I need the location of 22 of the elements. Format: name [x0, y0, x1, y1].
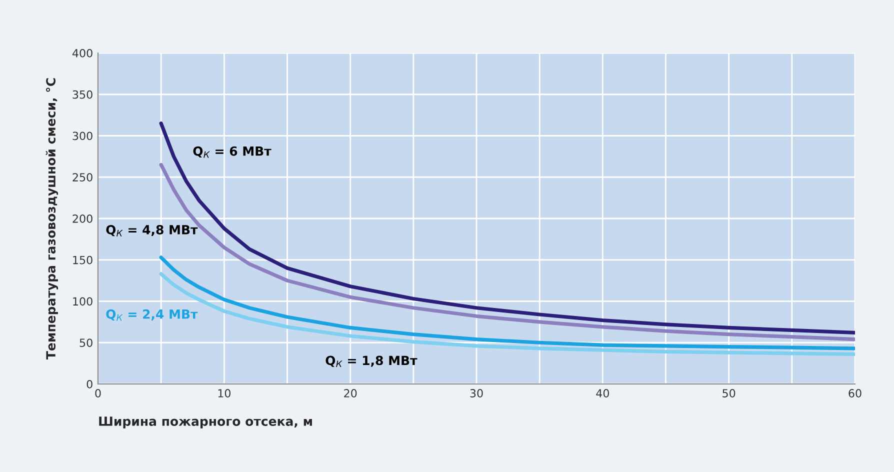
y-tick-label: 100 — [73, 297, 92, 306]
y-tick-label: 350 — [72, 90, 92, 99]
x-tick-label: 10 — [218, 389, 230, 398]
series-label: Q$_{К}$ = 2,4 МВт — [106, 309, 198, 321]
y-tick-label: 0 — [86, 380, 92, 388]
x-axis-title: Ширина пожарного отсека, м — [99, 416, 312, 428]
x-tick-label: 0 — [95, 389, 101, 398]
x-tick-label: 60 — [848, 389, 862, 398]
series-label: Q$_{К}$ = 4,8 МВт — [106, 224, 198, 236]
y-tick-label: 250 — [72, 173, 92, 182]
x-tick-label: 30 — [470, 389, 483, 398]
series-label: Q$_{К}$ = 6 МВт — [193, 146, 272, 158]
y-tick-label: 400 — [72, 48, 92, 58]
y-axis-title: Температура газовоздушной смеси, °С — [46, 78, 58, 360]
y-tick-label: 200 — [72, 214, 92, 223]
y-tick-label: 300 — [72, 132, 92, 140]
x-tick-label: 50 — [722, 389, 736, 398]
x-tick-label: 20 — [344, 389, 357, 398]
y-tick-label: 50 — [80, 338, 92, 348]
y-tick-label: 150 — [73, 256, 92, 264]
x-tick-label: 40 — [596, 389, 609, 398]
series-label: Q$_{К}$ = 1,8 МВт — [326, 356, 418, 368]
